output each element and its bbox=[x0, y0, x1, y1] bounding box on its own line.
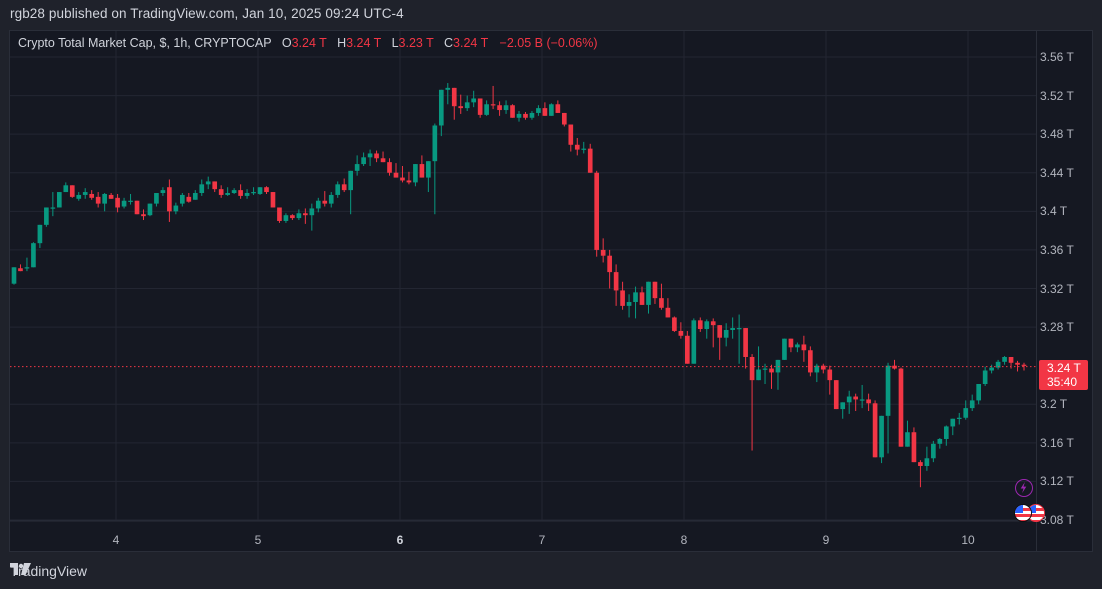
close-value: 3.24 T bbox=[453, 36, 489, 50]
time-tick-label: 9 bbox=[822, 533, 830, 547]
price-axis[interactable] bbox=[1037, 30, 1093, 552]
price-tick-label: 3.36 T bbox=[1040, 242, 1074, 257]
high-value: 3.24 T bbox=[346, 36, 382, 50]
price-tick-label: 3.52 T bbox=[1040, 88, 1074, 103]
low-label: L bbox=[391, 36, 399, 50]
us-flag-event-icon[interactable] bbox=[1014, 504, 1032, 522]
symbol-title[interactable]: Crypto Total Market Cap, $, 1h, CRYPTOCA… bbox=[18, 36, 272, 50]
open-label: O bbox=[281, 36, 292, 50]
bar-countdown: 35:40 bbox=[1047, 375, 1078, 389]
time-tick-label: 8 bbox=[680, 533, 688, 547]
chart-pane[interactable] bbox=[9, 30, 1037, 552]
time-tick-label: 6 bbox=[396, 533, 404, 547]
publish-info: rgb28 published on TradingView.com, Jan … bbox=[10, 6, 404, 21]
time-tick-label: 7 bbox=[538, 533, 546, 547]
symbol-legend: Crypto Total Market Cap, $, 1h, CRYPTOCA… bbox=[18, 36, 598, 50]
time-tick-label: 10 bbox=[961, 533, 975, 547]
price-tick-label: 3.4 T bbox=[1040, 204, 1068, 219]
time-tick-label: 5 bbox=[254, 533, 262, 547]
tradingview-logo-icon bbox=[10, 563, 31, 575]
price-tick-label: 3.28 T bbox=[1040, 320, 1074, 335]
current-price-tag: 3.24 T 35:40 bbox=[1039, 360, 1088, 390]
price-tick-label: 3.56 T bbox=[1040, 50, 1074, 64]
open-value: 3.24 T bbox=[291, 36, 327, 50]
price-tick-label: 3.32 T bbox=[1040, 281, 1074, 296]
time-tick-label: 4 bbox=[112, 533, 120, 547]
price-tick-label: 3.08 T bbox=[1040, 513, 1074, 527]
price-tick-label: 3.2 T bbox=[1040, 397, 1068, 412]
change-value: −2.05 B (−0.06%) bbox=[499, 36, 598, 50]
price-tick-label: 3.12 T bbox=[1040, 474, 1074, 489]
footer-brand[interactable]: TradingView bbox=[10, 563, 87, 579]
us-flag-event-icon[interactable] bbox=[1027, 504, 1045, 522]
price-tick-label: 3.16 T bbox=[1040, 435, 1074, 450]
price-tick-label: 3.44 T bbox=[1040, 165, 1074, 180]
high-label: H bbox=[337, 36, 347, 50]
close-label: C bbox=[444, 36, 454, 50]
low-value: 3.23 T bbox=[398, 36, 434, 50]
brand-name: TradingView bbox=[10, 563, 88, 579]
lightning-icon[interactable] bbox=[1015, 479, 1033, 497]
current-price: 3.24 T bbox=[1047, 361, 1081, 375]
price-tick-label: 3.48 T bbox=[1040, 127, 1074, 142]
